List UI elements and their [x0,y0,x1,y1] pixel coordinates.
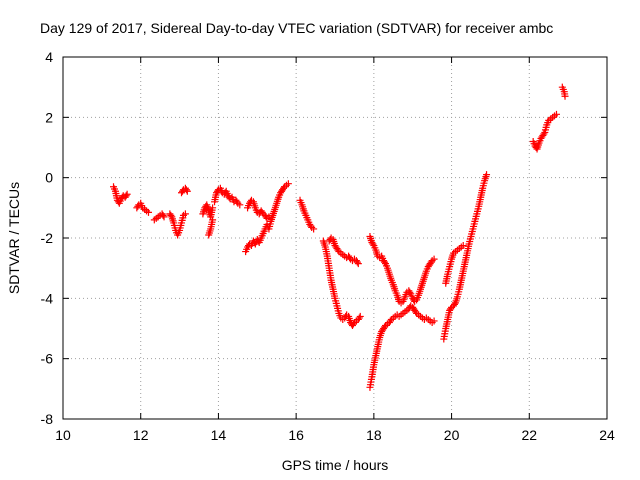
x-tick-label: 12 [133,427,149,443]
y-tick-label: -6 [41,351,54,367]
data-point [122,192,130,200]
data-point [181,210,189,218]
y-tick-label: -2 [41,230,54,246]
data-point [353,258,361,266]
data-point [209,204,217,212]
y-tick-label: 0 [45,170,53,186]
data-point [430,255,438,263]
x-tick-label: 24 [599,427,615,443]
data-point [354,260,362,268]
data-point [561,92,569,100]
data-point [450,300,458,308]
x-tick-label: 22 [521,427,537,443]
data-point [406,288,414,296]
y-tick-label: 4 [45,49,53,65]
x-tick-label: 16 [288,427,304,443]
x-tick-label: 18 [366,427,382,443]
x-tick-label: 20 [444,427,460,443]
data-point [183,187,191,195]
x-tick-label: 10 [55,427,71,443]
data-point [552,110,560,118]
data-point [540,130,548,138]
y-axis-title: SDTVAR / TECUs [6,182,22,294]
data-point [369,240,377,248]
y-tick-label: -8 [41,411,54,427]
y-tick-label: 2 [45,109,53,125]
data-point [381,258,389,266]
data-point [167,211,175,219]
data-point [310,225,318,233]
data-point [284,180,292,188]
data-point [160,213,168,221]
chart-title: Day 129 of 2017, Sidereal Day-to-day VTE… [40,20,553,36]
data-point [483,171,491,179]
data-point [430,317,438,325]
y-tick-label: -4 [41,290,54,306]
data-point [236,201,244,209]
grid-lines [63,57,607,419]
x-tick-label: 14 [211,427,227,443]
data-point [123,190,131,198]
data-point [209,216,217,224]
data-points [110,83,569,391]
data-point [459,242,467,250]
data-point [144,208,152,216]
data-point [356,312,364,320]
data-point [182,186,190,194]
data-point [355,314,363,322]
data-point [159,211,167,219]
x-axis-title: GPS time / hours [282,457,389,473]
